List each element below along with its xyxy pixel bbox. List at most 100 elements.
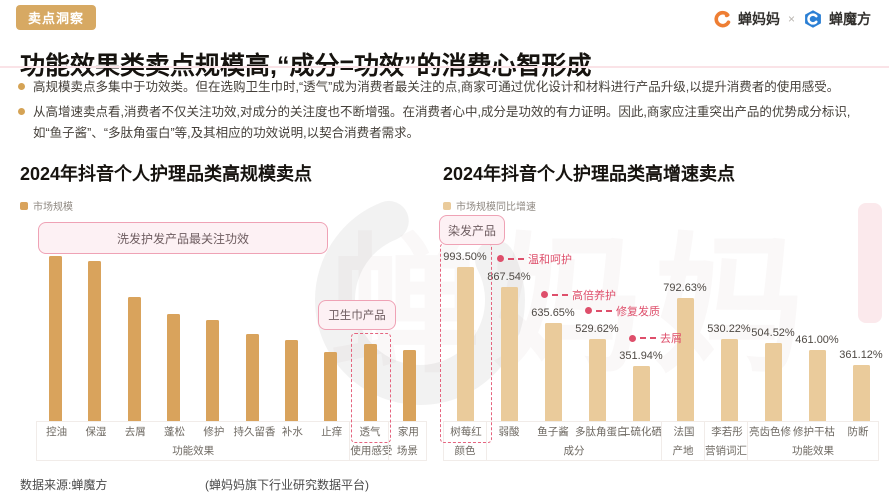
axis-item-row: 李若彤	[705, 422, 747, 442]
axis-group-cell: 弱酸 鱼子酱 多肽角蛋白 二硫化硒 成分	[486, 421, 662, 461]
axis-group-label: 产地	[672, 445, 694, 457]
bar-修护	[206, 320, 220, 421]
bar-value-label: 461.00%	[795, 333, 839, 346]
axis-label: 蓬松	[164, 426, 186, 438]
bar-鱼子酱	[544, 322, 562, 421]
bar-value-label: 529.62%	[575, 322, 619, 335]
section-badge: 卖点洞察	[16, 5, 97, 30]
bar-多肽角蛋白	[588, 338, 606, 421]
bar-亮齿色修	[764, 342, 782, 421]
axis-group-label: 场景	[396, 445, 418, 457]
bar-value-label: 993.50%	[443, 251, 487, 263]
bar-控油	[49, 256, 63, 421]
annotation-text: 去屑	[660, 333, 682, 346]
axis-group-cell: 李若彤 营销词汇	[704, 421, 748, 461]
annotation-dash-line	[596, 309, 612, 312]
axis-group-cell: 法国 产地	[661, 421, 705, 461]
callout-box: 染发产品	[439, 215, 505, 245]
data-platform-note: (蝉妈妈旗下行业研究数据平台)	[205, 478, 369, 492]
bullet-item: 从高增速卖点看,消费者不仅关注功效,对成分的关注度也不断增强。在消费者心中,成分…	[18, 102, 876, 143]
bar-保湿	[88, 261, 102, 421]
axis-label: 修护	[203, 426, 225, 438]
annotation-dash-line	[508, 257, 524, 260]
axis-label: 家用	[397, 426, 419, 438]
legend-swatch	[20, 201, 28, 210]
legend-label: 市场规模同比增速	[456, 202, 536, 213]
axis-label: 鱼子酱	[537, 426, 569, 438]
chart-area: 993.50% 867.54% 温和呵护 635.65% 高倍养护 529.62% 修复发质…	[440, 210, 883, 461]
axis-band: 树莓红 颜色 弱酸 鱼子酱 多肽角蛋白 二硫化硒 成分 法国 产地 李若彤 营销词汇 亮齿色修 修护干枯…	[443, 421, 883, 461]
chart-legend: 市场规模	[20, 198, 73, 213]
bar-透气	[363, 343, 377, 421]
bar-value-label: 361.12%	[839, 349, 883, 361]
annotation-dot-icon	[629, 334, 636, 342]
bar-value-label: 867.54%	[487, 270, 531, 283]
axis-label: 防断	[847, 426, 869, 438]
header-divider	[0, 66, 889, 68]
annotation-dash-line	[640, 337, 656, 340]
bar-去屑	[127, 297, 141, 421]
axis-group-label: 功能效果	[792, 445, 834, 457]
bar-防断	[852, 365, 870, 421]
chart-high-growth-panel: 2024年抖音个人护理品类高增速卖点 市场规模同比增速 993.50% 867.5…	[439, 160, 883, 472]
axis-label: 亮齿色修	[749, 426, 791, 438]
bullet-item: 高规模卖点多集中于功效类。但在选购卫生巾时,“透气”成为消费者最关注的点,商家可…	[18, 77, 876, 97]
annotation-text: 高倍养护	[572, 289, 616, 302]
axis-label: 止痒	[321, 426, 343, 438]
axis-label: 弱酸	[498, 426, 520, 438]
chart-area: 控油 保湿 去屑 蓬松 修护 持久留香 补水 止痒 功能效果 透气 使用感受 家用 场景	[36, 210, 429, 461]
highlight-dashed-box	[440, 243, 492, 443]
annotation-dash-line	[552, 293, 568, 296]
axis-group-label: 使用感受	[350, 445, 393, 457]
bar-蓬松	[167, 313, 180, 421]
axis-label: 保湿	[85, 426, 107, 438]
axis-item-row: 家用	[389, 422, 426, 442]
axis-band: 控油 保湿 去屑 蓬松 修护 持久留香 补水 止痒 功能效果 透气 使用感受 家用 场景	[36, 421, 429, 461]
data-source: 数据来源:蝉魔方	[20, 478, 108, 492]
chart-plot	[36, 210, 429, 421]
watermark-pink-strip	[858, 203, 882, 323]
axis-label: 去屑	[124, 426, 146, 438]
bar-value-label: 530.22%	[707, 322, 751, 335]
bar-value-label: 504.52%	[751, 326, 795, 339]
axis-label: 补水	[281, 426, 303, 438]
brand-logos: 蝉妈妈 × 蝉魔方	[713, 9, 871, 29]
bar-家用	[402, 350, 416, 421]
bullet-text: 从高增速卖点看,消费者不仅关注功效,对成分的关注度也不断增强。在消费者心中,成分…	[33, 105, 851, 140]
axis-group-cell: 家用 场景	[387, 421, 427, 461]
brand-name-chanmama: 蝉妈妈	[737, 11, 780, 27]
axis-label: 二硫化硒	[620, 426, 662, 438]
bar-补水	[284, 340, 298, 421]
axis-label: 多肽角蛋白	[575, 426, 628, 438]
brand-name-chanmofang: 蝉魔方	[829, 11, 871, 27]
brand-separator: ×	[787, 12, 795, 26]
bar-value-label: 351.94%	[619, 350, 663, 363]
chart-high-scale-panel: 2024年抖音个人护理品类高规模卖点 市场规模 控油 保湿 去屑 蓬松 修护 持久留香 补水…	[20, 160, 432, 472]
axis-label: 控油	[46, 426, 68, 438]
bar-value-label: 635.65%	[531, 306, 575, 319]
axis-label: 法国	[673, 426, 695, 438]
bar-annotation: 去屑	[629, 330, 682, 346]
bar-二硫化硒	[632, 366, 650, 421]
annotation-dot-icon	[541, 291, 548, 298]
bullet-text: 高规模卖点多集中于功效类。但在选购卫生巾时,“透气”成为消费者最关注的点,商家可…	[33, 80, 840, 94]
page-title: 功能效果类卖点规模高,“成分=功效”的消费心智形成	[20, 51, 592, 80]
bar-弱酸	[500, 286, 518, 421]
axis-group-label: 营销词汇	[705, 445, 747, 457]
axis-label: 持久留香	[233, 426, 276, 438]
legend-label: 市场规模	[33, 202, 73, 213]
chanmama-logo-icon	[714, 10, 731, 27]
bar-止痒	[324, 351, 338, 421]
bar-value-label: 792.63%	[663, 282, 707, 295]
axis-item-row: 弱酸 鱼子酱 多肽角蛋白 二硫化硒	[487, 422, 663, 442]
chart-plot: 993.50% 867.54% 温和呵护 635.65% 高倍养护 529.62% 修复发质…	[443, 210, 883, 421]
bar-修护干枯	[808, 349, 826, 421]
summary-bullets: 高规模卖点多集中于功效类。但在选购卫生巾时,“透气”成为消费者最关注的点,商家可…	[18, 77, 876, 148]
axis-group-cell: 控油 保湿 去屑 蓬松 修护 持久留香 补水 止痒 功能效果	[36, 421, 351, 461]
highlight-dashed-box	[351, 333, 391, 443]
bar-树莓红	[456, 267, 474, 421]
axis-item-row: 亮齿色修 修护干枯 防断	[748, 422, 878, 442]
chanmofang-logo-icon	[805, 10, 821, 28]
axis-label: 李若彤	[711, 426, 743, 438]
